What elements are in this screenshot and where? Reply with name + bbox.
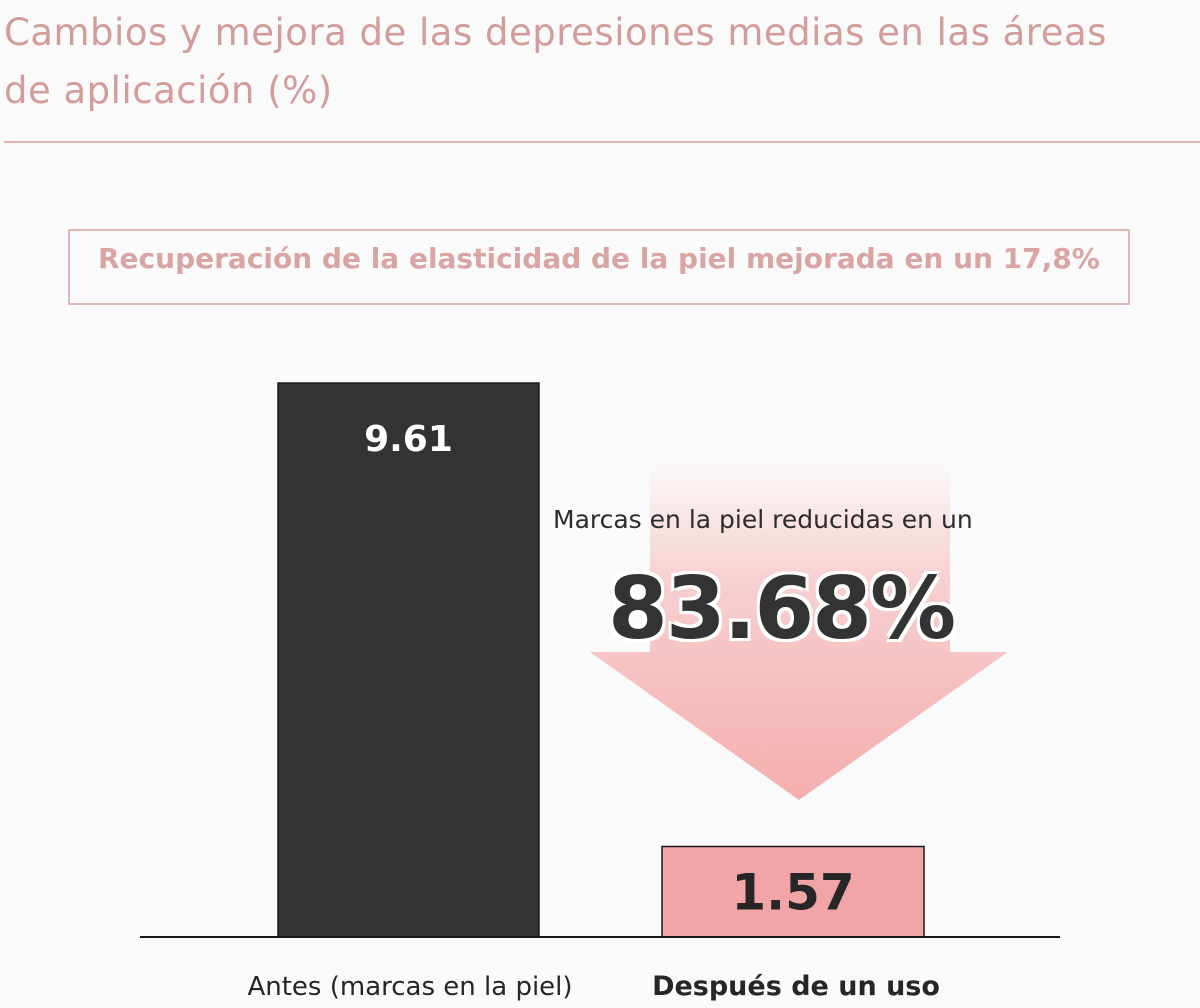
- bar-value-label: 9.61: [364, 419, 453, 460]
- bar-before: [277, 382, 540, 938]
- title-divider: [4, 141, 1200, 143]
- elasticity-callout-text: Recuperación de la elasticidad de la pie…: [98, 242, 1100, 275]
- category-label: Después de un uso: [652, 971, 940, 1002]
- page-title: Cambios y mejora de las depresiones medi…: [4, 11, 1107, 112]
- reduction-arrow: [590, 460, 1008, 800]
- bar-value-label: 1.57: [731, 864, 854, 922]
- category-label: Antes (marcas en la piel): [247, 972, 572, 1002]
- bar-after: [661, 845, 925, 938]
- elasticity-callout: Recuperación de la elasticidad de la pie…: [68, 229, 1130, 305]
- reduction-label: Marcas en la piel reducidas en un: [553, 505, 973, 534]
- reduction-percentage: 83.68%: [608, 559, 956, 659]
